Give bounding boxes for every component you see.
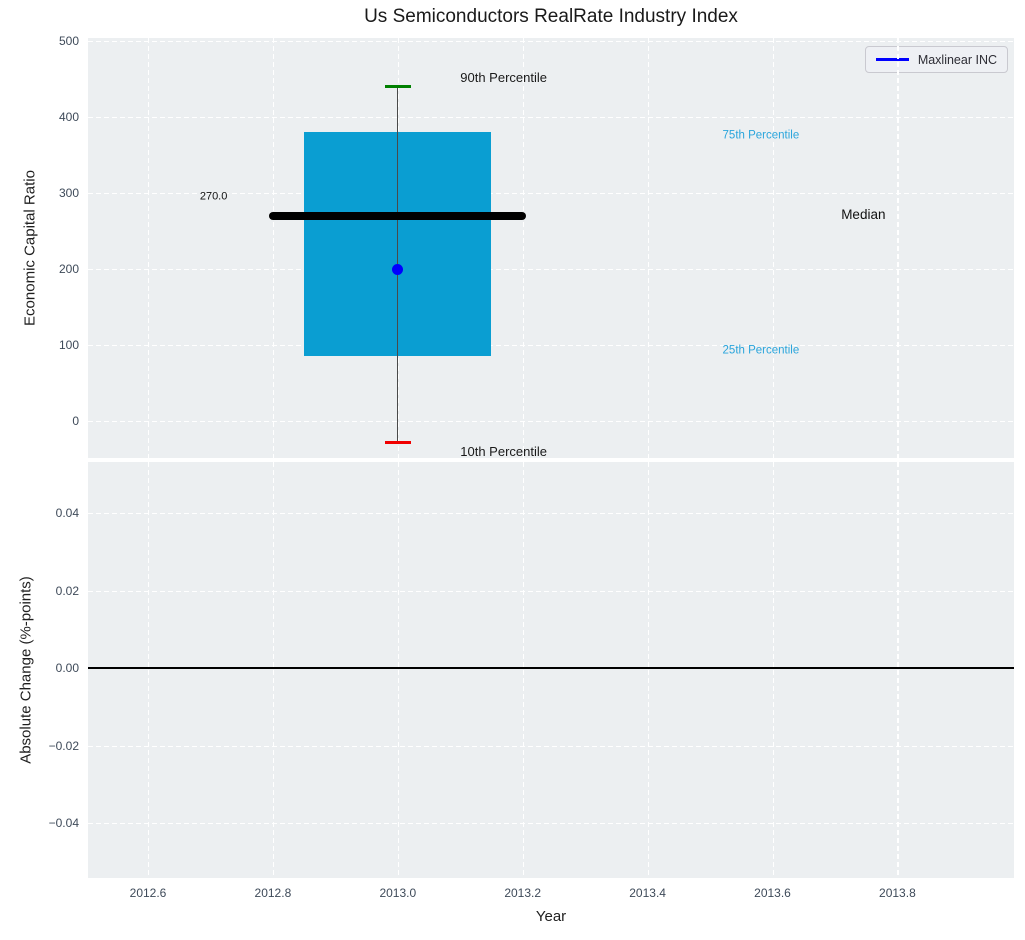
gridline-vertical [522,462,524,878]
y-tick-label: 500 [58,34,79,48]
x-tick-label: 2013.4 [629,886,666,900]
annotation-median: Median [841,206,886,222]
gridline-horizontal [88,590,1014,592]
y-tick-label: 100 [58,338,79,352]
gridline-horizontal [88,41,1014,43]
gridline-vertical [897,38,899,458]
gridline-vertical [772,38,774,458]
legend-line-sample [875,58,909,61]
gridline-horizontal [88,193,1014,195]
x-tick-label: 2013.6 [754,886,791,900]
gridline-horizontal [88,269,1014,271]
gridline-horizontal [88,513,1014,515]
x-tick-label: 2013.0 [379,886,417,900]
annotation-10th-percentile: 10th Percentile [460,444,547,460]
y-tick-label: 0.04 [55,506,79,520]
legend: Maxlinear INC [864,46,1008,73]
annotation-270-0: 270.0 [199,190,228,203]
chart-title: Us Semiconductors RealRate Industry Inde… [364,6,738,27]
y-axis-label-bottom: Absolute Change (%-points) [17,576,35,764]
gridline-horizontal [88,823,1014,825]
zero-line [88,667,1014,669]
gridline-vertical [148,462,150,878]
gridline-vertical [272,462,275,878]
x-tick-label: 2012.8 [254,886,292,900]
gridline-vertical [772,462,774,878]
y-tick-label: 0.00 [55,661,79,675]
gridline-horizontal [88,421,1014,423]
y-tick-label: −0.04 [48,816,79,830]
annotation-25th-percentile: 25th Percentile [722,344,800,357]
gridline-vertical [897,462,899,878]
gridline-vertical [647,38,649,458]
median-line [269,211,527,220]
y-axis-label-top: Economic Capital Ratio [21,170,39,326]
x-axis-label: Year [535,908,567,925]
p90-cap [384,85,411,89]
bottom-axes [88,462,1014,878]
gridline-vertical [148,38,150,458]
gridline-horizontal [88,745,1014,747]
gridline-horizontal [88,117,1014,119]
y-tick-label: 200 [58,262,79,276]
x-tick-label: 2013.8 [879,886,916,900]
gridline-vertical [522,38,524,458]
y-tick-label: −0.02 [48,738,79,753]
x-tick-label: 2013.2 [504,886,542,900]
p10-cap [384,440,411,444]
y-tick-label: 0.02 [55,583,79,598]
annotation-75th-percentile: 75th Percentile [722,129,800,142]
annotation-90th-percentile: 90th Percentile [460,70,547,86]
y-tick-label: 400 [58,110,79,124]
x-tick-label: 2012.6 [129,886,167,900]
gridline-vertical [272,38,275,458]
gridline-horizontal [88,345,1014,347]
legend-label: Maxlinear INC [917,52,997,67]
gridline-vertical [647,462,649,878]
gridline-vertical [397,462,399,878]
company-point [392,264,404,276]
y-tick-label: 0 [72,414,79,428]
top-axes [88,38,1014,458]
y-tick-label: 300 [58,186,79,200]
